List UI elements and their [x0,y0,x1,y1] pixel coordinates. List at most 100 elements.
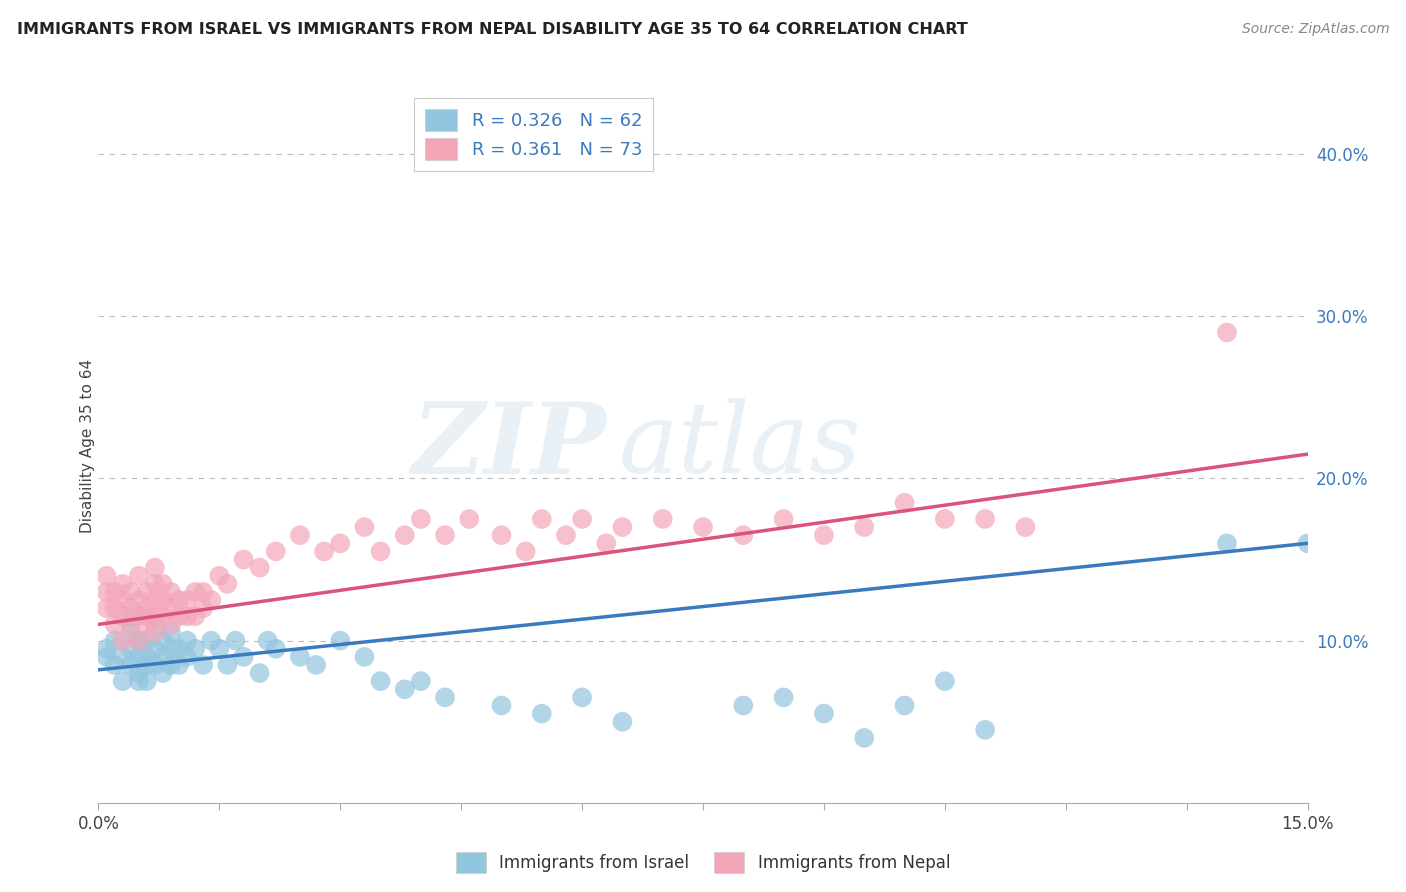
Point [772,690,794,705]
Point [135,633,157,648]
Point [612,520,634,534]
Point [853,731,876,745]
Point [217,577,239,591]
Point [160,617,183,632]
Point [143,657,166,672]
Point [264,641,287,656]
Point [120,657,142,672]
Point [128,633,150,648]
Point [143,560,166,574]
Point [329,536,352,550]
Point [143,593,166,607]
Point [128,633,150,648]
Y-axis label: Disability Age 35 to 64: Disability Age 35 to 64 [80,359,94,533]
Point [167,593,190,607]
Point [651,512,673,526]
Point [1014,520,1036,534]
Legend: Immigrants from Israel, Immigrants from Nepal: Immigrants from Israel, Immigrants from … [450,846,956,880]
Point [128,609,150,624]
Point [103,601,125,615]
Text: ZIP: ZIP [412,398,606,494]
Text: IMMIGRANTS FROM ISRAEL VS IMMIGRANTS FROM NEPAL DISABILITY AGE 35 TO 64 CORRELAT: IMMIGRANTS FROM ISRAEL VS IMMIGRANTS FRO… [17,22,967,37]
Point [128,593,150,607]
Point [184,641,207,656]
Point [249,666,271,681]
Point [595,536,617,550]
Point [167,609,190,624]
Point [120,585,142,599]
Point [571,690,593,705]
Point [152,593,174,607]
Point [813,706,835,721]
Point [103,657,125,672]
Point [176,593,198,607]
Point [111,633,134,648]
Point [135,649,157,664]
Point [409,512,432,526]
Point [176,633,198,648]
Point [128,674,150,689]
Point [167,657,190,672]
Point [111,609,134,624]
Point [152,609,174,624]
Point [143,577,166,591]
Point [103,585,125,599]
Point [160,585,183,599]
Point [370,544,392,558]
Point [974,512,997,526]
Point [103,617,125,632]
Point [733,698,755,713]
Point [692,520,714,534]
Point [232,552,254,566]
Point [120,617,142,632]
Point [96,601,118,615]
Point [135,674,157,689]
Point [96,568,118,582]
Text: atlas: atlas [619,399,860,493]
Point [314,544,336,558]
Point [612,714,634,729]
Point [152,633,174,648]
Point [434,528,457,542]
Legend: R = 0.326   N = 62, R = 0.361   N = 73: R = 0.326 N = 62, R = 0.361 N = 73 [415,98,654,171]
Point [96,585,118,599]
Point [409,674,432,689]
Point [167,641,190,656]
Point [103,633,125,648]
Point [208,568,231,582]
Point [128,568,150,582]
Point [120,625,142,640]
Point [329,633,352,648]
Point [184,585,207,599]
Point [530,512,553,526]
Point [370,674,392,689]
Point [217,657,239,672]
Point [152,649,174,664]
Point [135,601,157,615]
Point [1296,536,1319,550]
Point [305,657,328,672]
Point [120,601,142,615]
Point [184,609,207,624]
Point [893,496,915,510]
Point [176,609,198,624]
Point [249,560,271,574]
Point [288,649,311,664]
Point [200,593,222,607]
Point [152,577,174,591]
Point [353,649,375,664]
Point [128,666,150,681]
Point [111,593,134,607]
Point [193,657,215,672]
Point [135,585,157,599]
Point [160,601,183,615]
Point [96,641,118,656]
Point [571,512,593,526]
Point [193,585,215,599]
Point [135,657,157,672]
Point [458,512,481,526]
Point [853,520,876,534]
Point [772,512,794,526]
Point [934,674,956,689]
Point [135,609,157,624]
